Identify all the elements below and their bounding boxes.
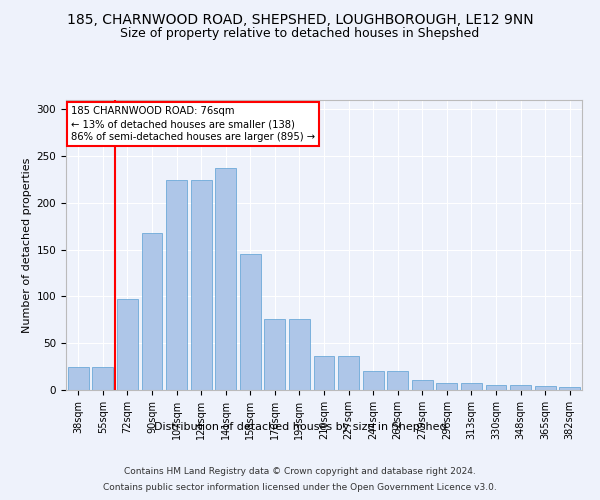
Text: Size of property relative to detached houses in Shepshed: Size of property relative to detached ho…: [121, 28, 479, 40]
Bar: [92, 366, 113, 390]
Bar: [535, 386, 556, 390]
Text: 185, CHARNWOOD ROAD, SHEPSHED, LOUGHBOROUGH, LE12 9NN: 185, CHARNWOOD ROAD, SHEPSHED, LOUGHBORO…: [67, 12, 533, 26]
Bar: [215, 168, 236, 390]
Bar: [191, 180, 212, 390]
Bar: [289, 319, 310, 390]
Bar: [485, 386, 506, 390]
Text: Contains HM Land Registry data © Crown copyright and database right 2024.: Contains HM Land Registry data © Crown c…: [124, 468, 476, 476]
Bar: [265, 319, 286, 390]
Bar: [117, 300, 138, 390]
Bar: [68, 366, 89, 390]
Bar: [362, 372, 383, 390]
Bar: [314, 356, 334, 390]
Bar: [412, 380, 433, 390]
Text: 185 CHARNWOOD ROAD: 76sqm
← 13% of detached houses are smaller (138)
86% of semi: 185 CHARNWOOD ROAD: 76sqm ← 13% of detac…: [71, 106, 315, 142]
Bar: [387, 372, 408, 390]
Text: Contains public sector information licensed under the Open Government Licence v3: Contains public sector information licen…: [103, 482, 497, 492]
Y-axis label: Number of detached properties: Number of detached properties: [22, 158, 32, 332]
Bar: [142, 233, 163, 390]
Bar: [240, 254, 261, 390]
Bar: [559, 387, 580, 390]
Bar: [166, 180, 187, 390]
Bar: [436, 382, 457, 390]
Bar: [510, 386, 531, 390]
Text: Distribution of detached houses by size in Shepshed: Distribution of detached houses by size …: [154, 422, 446, 432]
Bar: [338, 356, 359, 390]
Bar: [461, 382, 482, 390]
